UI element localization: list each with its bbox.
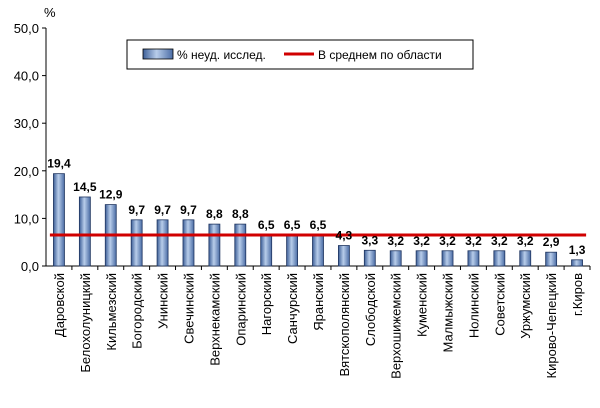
x-tick-label: Кирово-Чепецкий — [544, 273, 559, 378]
x-tick-label: Слободской — [363, 273, 378, 346]
y-tick-label: 10,0 — [14, 211, 39, 226]
x-tick-label: Малмыжский — [441, 273, 456, 352]
y-tick-label: 0,0 — [21, 259, 39, 274]
x-tick-label: Опаринский — [233, 273, 248, 346]
data-label: 9,7 — [180, 203, 197, 217]
bar-1 — [53, 173, 65, 267]
x-tick-label: Богородский — [130, 273, 145, 349]
data-label: 3,2 — [465, 234, 482, 248]
legend-bar-label: % неуд. исслед. — [177, 48, 266, 62]
bar-2 — [78, 196, 91, 267]
data-label: 9,7 — [154, 203, 171, 217]
x-tick-label: Нолинский — [466, 273, 481, 338]
data-label: 6,5 — [284, 218, 301, 232]
data-label: 3,2 — [439, 234, 456, 248]
bar-4 — [130, 219, 143, 267]
x-tick-label: Даровской — [52, 273, 67, 337]
x-tick-label: Белохолуницкий — [78, 273, 93, 373]
x-tick-label: Свечинский — [181, 273, 196, 344]
y-tick-label: 20,0 — [14, 164, 39, 179]
y-tick-label: 30,0 — [14, 116, 39, 131]
data-label: 3,2 — [387, 234, 404, 248]
bar-8 — [234, 223, 247, 267]
data-label: 3,2 — [413, 234, 430, 248]
x-tick-label: Вятскополянский — [337, 273, 352, 376]
y-tick-label: 50,0 — [14, 21, 39, 36]
x-tick-label: Верхнекамский — [207, 273, 222, 366]
legend: % неуд. исслед. В среднем по области — [126, 39, 474, 70]
bar-11 — [312, 234, 324, 267]
data-label: 2,9 — [543, 235, 560, 249]
data-label: 9,7 — [128, 203, 145, 217]
x-tick-label: Нагорский — [259, 273, 274, 335]
data-label: 14,5 — [73, 180, 97, 194]
x-tick-label: Санчурский — [285, 273, 300, 344]
data-label: 6,5 — [310, 218, 327, 232]
bar-13 — [363, 249, 376, 267]
x-tick-label: Унинский — [156, 273, 171, 329]
bar-6 — [182, 219, 195, 267]
y-tick-label: 40,0 — [14, 69, 39, 84]
x-tick-label: Верхошижемский — [389, 273, 404, 379]
bars — [53, 173, 583, 267]
y-axis-unit: % — [44, 5, 56, 20]
bar-15 — [415, 250, 428, 267]
x-tick-label: Яранский — [311, 273, 326, 331]
bar-17 — [467, 250, 480, 267]
x-tick-label: Уржумский — [518, 273, 533, 339]
bar-19 — [519, 250, 532, 267]
data-label: 4,3 — [336, 229, 353, 243]
data-label: 3,2 — [517, 234, 534, 248]
bar-21 — [571, 259, 583, 267]
legend-bar-swatch — [142, 48, 174, 60]
x-tick-label: Советский — [492, 273, 507, 336]
data-label: 8,8 — [232, 207, 249, 221]
bar-9 — [260, 234, 273, 267]
x-tick-label: Куменский — [415, 273, 430, 337]
x-tick-labels: Даровской Белохолуницкий Кильмезский Богоро… — [52, 273, 585, 379]
bar-12 — [338, 245, 350, 267]
data-label: 6,5 — [258, 218, 275, 232]
data-labels: 19,414,512,9 9,7 9,7 9,7 8,8 8,8 6,5 6,5 6,5 4,3 3… — [47, 157, 585, 257]
data-label: 1,3 — [569, 243, 586, 257]
data-label: 3,2 — [491, 234, 508, 248]
bar-20 — [545, 251, 558, 267]
bar-16 — [441, 250, 454, 267]
bar-10 — [286, 234, 298, 267]
bar-5 — [156, 219, 169, 267]
data-label: 12,9 — [99, 188, 123, 202]
bar-7 — [208, 223, 221, 267]
data-label: 3,3 — [361, 233, 378, 247]
legend-line-label: В среднем по области — [318, 48, 442, 62]
bar-14 — [389, 250, 402, 267]
bar-18 — [493, 250, 506, 267]
data-label: 8,8 — [206, 207, 223, 221]
x-tick-label: Кильмезский — [104, 273, 119, 351]
x-tick-label: г.Киров — [570, 273, 585, 316]
data-label: 19,4 — [47, 157, 71, 171]
